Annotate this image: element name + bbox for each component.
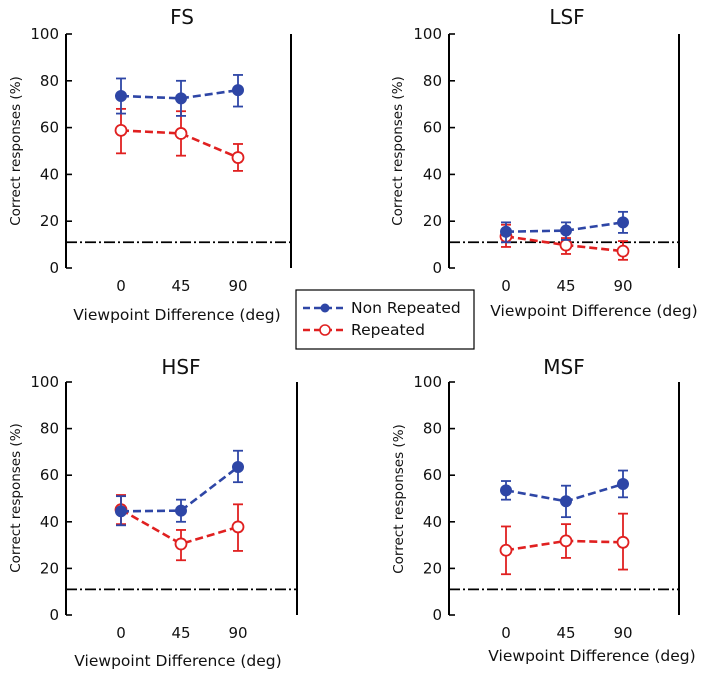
y-tick-label: 0 (49, 259, 59, 277)
series-line-repeated (120, 508, 239, 546)
data-point-non-repeated (175, 504, 187, 517)
x-tick-label: 90 (228, 624, 247, 642)
data-point-repeated (616, 535, 630, 549)
x-tick-label: 0 (116, 277, 126, 295)
x-tick-label: 0 (116, 624, 126, 642)
x-axis-label: Viewpoint Difference (deg) (73, 306, 280, 324)
x-tick-label: 90 (613, 277, 632, 295)
y-tick-label: 100 (30, 373, 59, 391)
x-tick-label: 45 (171, 624, 190, 642)
y-tick-label: 20 (423, 559, 442, 577)
data-point-non-repeated (560, 224, 572, 237)
y-tick-label: 40 (40, 513, 59, 531)
data-point-non-repeated (500, 484, 512, 497)
y-tick-label: 40 (423, 513, 442, 531)
x-axis-label: Viewpoint Difference (deg) (490, 302, 697, 320)
data-point-repeated (616, 244, 630, 258)
x-tick-label: 45 (556, 624, 575, 642)
x-tick-label: 0 (501, 277, 511, 295)
x-axis-label: Viewpoint Difference (deg) (488, 647, 695, 665)
y-tick-label: 20 (40, 212, 59, 230)
y-axis-label: Correct responses (%) (390, 76, 406, 226)
chart-title: LSF (549, 5, 584, 29)
data-point-repeated (231, 151, 245, 164)
y-tick-label: 100 (30, 25, 59, 43)
data-point-repeated (231, 520, 245, 534)
legend-swatch-repeated-marker (319, 324, 331, 336)
legend-box (295, 289, 475, 350)
y-tick-label: 80 (423, 420, 442, 438)
data-point-non-repeated (232, 84, 244, 97)
data-point-non-repeated (175, 92, 187, 105)
data-point-non-repeated (560, 495, 572, 508)
data-point-non-repeated (500, 225, 512, 238)
data-point-repeated (174, 537, 188, 551)
chart-panel-lsf: LSF Viewpoint Difference (deg) Correct r… (390, 5, 698, 320)
data-point-repeated (174, 127, 188, 140)
y-tick-label: 80 (40, 72, 59, 90)
y-tick-label: 40 (40, 165, 59, 183)
y-tick-label: 60 (40, 466, 59, 484)
data-point-non-repeated (617, 478, 629, 491)
chart-title: FS (170, 5, 194, 29)
y-tick-label: 100 (413, 25, 442, 43)
data-point-non-repeated (115, 90, 127, 103)
data-point-non-repeated (232, 461, 244, 474)
data-point-non-repeated (617, 216, 629, 229)
data-point-repeated (114, 124, 128, 137)
chart-panel-fs: FS Viewpoint Difference (deg) Correct re… (8, 5, 292, 324)
series-line-non-repeated (120, 466, 239, 513)
y-tick-label: 60 (40, 119, 59, 137)
y-axis-label: Correct responses (%) (8, 423, 24, 573)
chart-panel-hsf: HSF Viewpoint Difference (deg) Correct r… (8, 355, 298, 670)
y-axis-label: Correct responses (%) (391, 424, 407, 574)
y-tick-label: 0 (49, 606, 59, 624)
y-tick-label: 20 (423, 212, 442, 230)
legend: Non Repeated Repeated (295, 289, 475, 350)
x-tick-label: 45 (171, 277, 190, 295)
x-tick-label: 90 (613, 624, 632, 642)
x-tick-label: 45 (556, 277, 575, 295)
chart-panel-msf: MSF Viewpoint Difference (deg) Correct r… (391, 355, 696, 665)
data-point-repeated (499, 543, 513, 557)
chart-title: HSF (161, 355, 200, 379)
data-point-repeated (559, 238, 573, 252)
x-tick-label: 0 (501, 624, 511, 642)
y-tick-label: 0 (432, 606, 442, 624)
y-tick-label: 40 (423, 165, 442, 183)
chart-title: MSF (543, 355, 584, 379)
y-tick-label: 0 (432, 259, 442, 277)
x-axis-label: Viewpoint Difference (deg) (74, 652, 281, 670)
y-tick-label: 100 (413, 373, 442, 391)
y-tick-label: 80 (40, 420, 59, 438)
x-tick-label: 90 (228, 277, 247, 295)
legend-label-non-repeated: Non Repeated (351, 299, 461, 317)
y-tick-label: 80 (423, 72, 442, 90)
legend-label-repeated: Repeated (351, 321, 425, 339)
data-point-non-repeated (115, 505, 127, 518)
legend-swatch-non-repeated-marker (320, 303, 330, 313)
y-tick-label: 60 (423, 466, 442, 484)
y-tick-label: 60 (423, 119, 442, 137)
y-tick-label: 20 (40, 559, 59, 577)
data-point-repeated (559, 534, 573, 548)
y-axis-label: Correct responses (%) (8, 76, 24, 226)
